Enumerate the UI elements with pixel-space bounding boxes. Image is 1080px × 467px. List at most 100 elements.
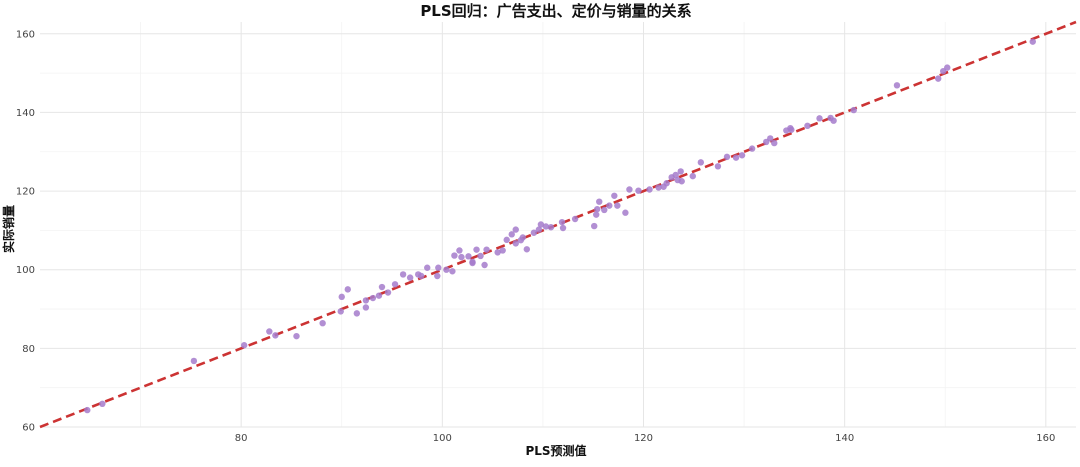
data-point — [369, 294, 377, 302]
data-point — [375, 292, 383, 299]
data-point — [435, 264, 442, 271]
data-point — [344, 286, 351, 293]
data-point — [384, 289, 392, 296]
data-point — [655, 184, 662, 191]
data-point — [935, 75, 942, 82]
data-point — [677, 168, 684, 175]
data-point — [465, 253, 472, 260]
data-point — [84, 406, 91, 414]
data-point — [319, 319, 326, 327]
data-point — [449, 268, 456, 275]
data-point — [535, 226, 543, 233]
y-tick-label: 80 — [22, 344, 35, 355]
data-point — [456, 247, 463, 254]
data-point — [481, 261, 488, 269]
data-point — [99, 400, 106, 408]
data-point — [591, 222, 598, 230]
data-point — [606, 202, 613, 209]
data-point — [508, 231, 515, 238]
data-point — [559, 224, 567, 232]
x-tick-labels: 80 100 120 140 160 — [235, 433, 1056, 444]
data-point — [850, 106, 857, 114]
data-point — [266, 328, 273, 335]
data-point — [483, 246, 490, 253]
data-point — [378, 283, 386, 291]
data-point — [338, 293, 345, 301]
data-point — [519, 234, 526, 241]
y-tick-label: 140 — [16, 108, 35, 119]
x-tick-label: 100 — [433, 433, 452, 444]
y-tick-labels: 60 80 100 120 140 160 — [16, 29, 35, 433]
x-tick-label: 80 — [235, 433, 248, 444]
data-point — [804, 122, 811, 130]
data-point — [626, 186, 633, 193]
data-point — [672, 171, 679, 179]
identity-reference-line — [39, 20, 1077, 429]
data-point — [697, 159, 705, 166]
y-axis-title: 实际销量 — [1, 205, 16, 253]
data-point — [512, 240, 519, 247]
data-point — [272, 332, 279, 339]
data-point — [622, 209, 629, 216]
data-point — [337, 308, 344, 315]
data-point — [418, 272, 425, 280]
y-tick-label: 60 — [22, 423, 35, 434]
y-tick-label: 160 — [16, 29, 35, 40]
data-point — [391, 281, 399, 288]
data-point — [362, 297, 370, 304]
data-point — [830, 117, 837, 124]
data-point — [689, 172, 696, 180]
data-point — [443, 266, 450, 273]
data-point — [190, 357, 198, 365]
data-point — [663, 180, 670, 187]
data-point — [353, 310, 361, 317]
data-point — [944, 64, 951, 71]
data-point — [558, 218, 566, 226]
chart-title: PLS回归：广告支出、定价与销量的关系 — [420, 2, 691, 20]
data-point — [503, 236, 510, 244]
x-tick-label: 120 — [634, 433, 653, 444]
data-point — [571, 215, 579, 223]
data-point — [523, 246, 531, 253]
data-point — [547, 224, 555, 231]
data-point — [499, 247, 506, 254]
data-point — [537, 221, 545, 228]
grid — [40, 22, 1076, 428]
data-point — [477, 252, 484, 260]
data-point — [406, 274, 414, 281]
data-point — [362, 304, 370, 311]
reference-line-layer — [39, 20, 1077, 429]
data-point — [816, 115, 823, 122]
data-point — [767, 135, 774, 142]
x-tick-label: 140 — [835, 433, 854, 444]
data-point — [893, 82, 901, 89]
data-point — [1029, 38, 1036, 45]
data-point — [469, 259, 476, 267]
data-point — [399, 271, 407, 278]
data-point — [458, 253, 465, 261]
data-point — [635, 187, 642, 194]
data-point — [738, 152, 746, 159]
data-point — [723, 153, 731, 161]
data-point — [594, 205, 601, 213]
data-point — [611, 192, 618, 199]
data-point — [240, 342, 248, 349]
data-point — [596, 198, 603, 205]
data-point — [593, 211, 600, 218]
data-point — [714, 163, 722, 170]
x-axis-title: PLS预测值 — [525, 443, 586, 458]
data-point — [771, 139, 778, 147]
x-tick-label: 160 — [1036, 433, 1055, 444]
data-point — [748, 145, 756, 152]
data-point — [473, 246, 480, 253]
data-point — [530, 229, 538, 236]
data-point — [434, 272, 441, 280]
y-tick-label: 120 — [16, 187, 35, 198]
data-point — [788, 126, 795, 133]
data-point — [601, 206, 608, 214]
data-point — [512, 226, 519, 233]
data-point — [646, 186, 653, 193]
y-tick-label: 100 — [16, 265, 35, 276]
